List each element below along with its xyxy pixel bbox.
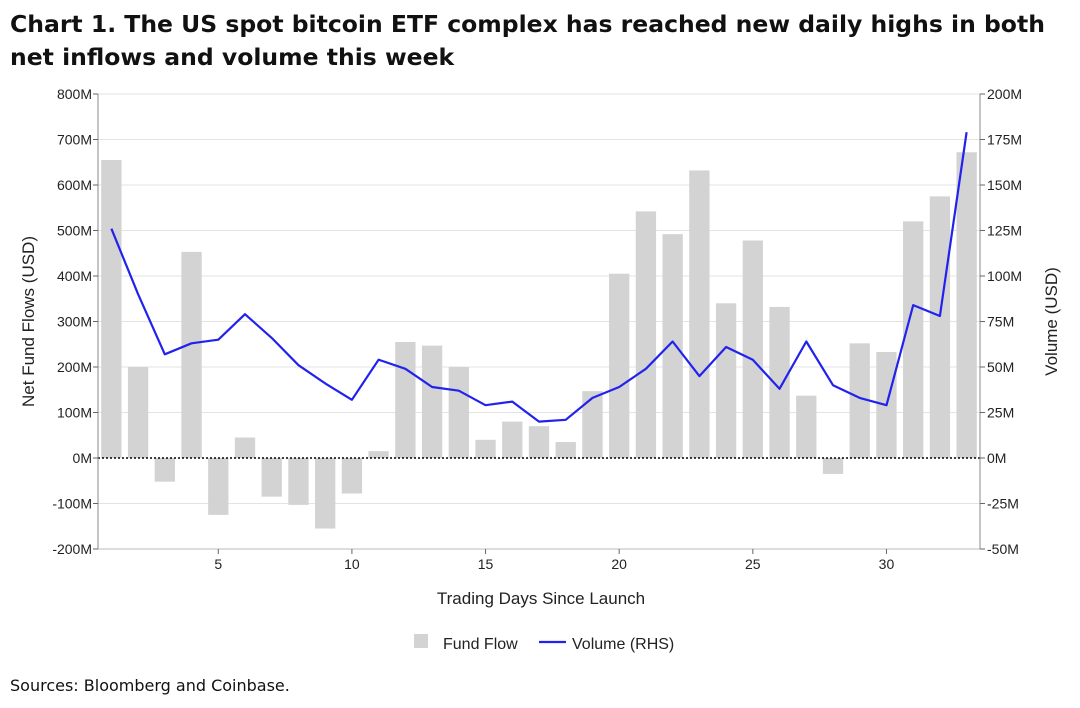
bar-fund-flow: [956, 152, 977, 459]
x-tick-label: 30: [879, 556, 895, 572]
bar-fund-flow: [635, 211, 657, 458]
y-tick-label: 400M: [57, 268, 92, 284]
y2-tick-label: -50M: [987, 541, 1019, 557]
y2-tick-label: -25M: [987, 496, 1019, 512]
bar-fund-flow: [609, 273, 630, 458]
bar-fund-flow: [849, 343, 870, 458]
y2-tick-label: 25M: [987, 405, 1014, 421]
chart: 800M700M600M500M400M300M200M100M0M-100M-…: [19, 86, 1061, 653]
y-tick-label: 300M: [57, 314, 92, 330]
bar-fund-flow: [929, 196, 951, 458]
bar-fund-flow: [475, 439, 496, 458]
y2-tick-label: 125M: [987, 223, 1022, 239]
bar-fund-flow: [315, 458, 336, 529]
y-tick-label: 600M: [57, 177, 92, 193]
x-ticks: 5 10 15 20 25 30: [214, 549, 894, 572]
bar-fund-flow: [555, 442, 576, 458]
y2-tick-label: 100M: [987, 268, 1022, 284]
y2-tick-label: 175M: [987, 132, 1022, 148]
y-tick-label: -200M: [52, 541, 92, 557]
chart-title: Chart 1. The US spot bitcoin ETF complex…: [10, 10, 1045, 71]
legend-swatch-fund-flow: [414, 634, 428, 648]
bar-fund-flow: [662, 234, 683, 458]
bar-fund-flow: [261, 458, 282, 497]
bar-fund-flow: [742, 240, 763, 458]
bar-fund-flow: [101, 159, 122, 458]
bar-fund-flow: [528, 426, 550, 458]
volume-line: [110, 132, 968, 423]
bar-fund-flow: [368, 451, 389, 458]
y2-tick-label: 0M: [987, 450, 1006, 466]
bar-fund-flow: [582, 391, 603, 458]
legend-label-fund-flow: Fund Flow: [443, 636, 518, 653]
bar-fund-flow: [208, 458, 229, 515]
x-tick-label: 15: [478, 556, 494, 572]
bar-fund-flow: [689, 170, 710, 458]
bar-fund-flow: [395, 341, 416, 458]
y2-tick-label: 200M: [987, 86, 1022, 102]
bar-fund-flow: [288, 458, 309, 505]
bar-fund-flow: [715, 303, 737, 458]
bar-fund-flow: [127, 367, 149, 458]
gridlines: [98, 93, 980, 550]
y-tick-label: 200M: [57, 359, 92, 375]
y2-axis-label: Volume (USD): [1042, 267, 1061, 376]
y-axis-label: Net Fund Flows (USD): [19, 236, 38, 407]
fund-flow-bars: [101, 152, 977, 529]
right-y-ticks: 200M 175M 150M 125M 100M 75M 50M 25M 0M -25M -50M: [980, 86, 1022, 557]
bar-fund-flow: [341, 458, 363, 494]
x-tick-label: 20: [611, 556, 627, 572]
bar-fund-flow: [448, 367, 469, 458]
legend: Fund Flow Volume (RHS): [414, 634, 674, 653]
y-tick-label: 500M: [57, 223, 92, 239]
bar-fund-flow: [421, 345, 443, 458]
y-tick-label: 800M: [57, 86, 92, 102]
x-tick-label: 25: [745, 556, 761, 572]
x-axis-label: Trading Days Since Launch: [437, 589, 645, 608]
left-y-ticks: 800M 700M 600M 500M 400M 300M 200M 100M 0M -100M -…: [52, 86, 98, 557]
bar-fund-flow: [154, 458, 175, 482]
y2-tick-label: 150M: [987, 177, 1022, 193]
y-tick-label: 0M: [73, 450, 92, 466]
bar-fund-flow: [234, 437, 256, 458]
bar-fund-flow: [181, 251, 202, 458]
y-tick-label: 100M: [57, 405, 92, 421]
bar-fund-flow: [769, 306, 790, 458]
y2-tick-label: 75M: [987, 314, 1014, 330]
bar-fund-flow: [903, 221, 924, 458]
legend-label-volume: Volume (RHS): [572, 636, 674, 653]
x-tick-label: 5: [214, 556, 222, 572]
x-tick-label: 10: [344, 556, 360, 572]
bar-fund-flow: [502, 421, 523, 458]
source-note: Sources: Bloomberg and Coinbase.: [10, 676, 290, 695]
bar-fund-flow: [796, 395, 817, 458]
y-tick-label: 700M: [57, 132, 92, 148]
y2-tick-label: 50M: [987, 359, 1014, 375]
bar-fund-flow: [822, 458, 844, 474]
y-tick-label: -100M: [52, 496, 92, 512]
